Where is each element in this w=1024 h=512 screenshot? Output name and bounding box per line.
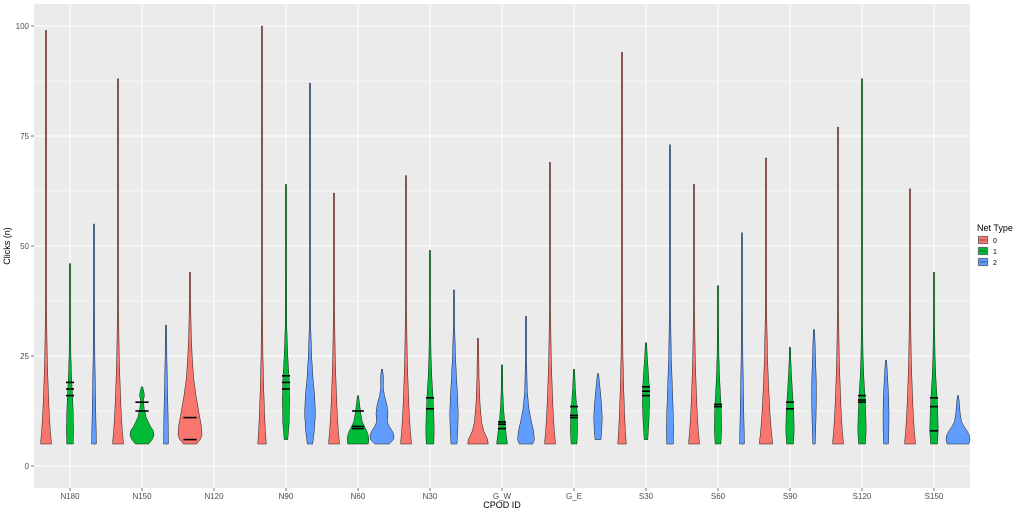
- violin-N30-net2: [449, 289, 459, 445]
- violin-S90-net2: [811, 329, 817, 445]
- x-tick-label: S60: [711, 492, 726, 501]
- y-tick-label: 25: [20, 352, 29, 361]
- x-axis-title: CPOD ID: [483, 500, 521, 510]
- y-tick-label: 50: [20, 242, 29, 251]
- violin-N60-net1: [346, 395, 370, 445]
- y-tick-label: 0: [25, 462, 30, 471]
- x-tick-label: S30: [639, 492, 654, 501]
- legend-label-2: 2: [993, 260, 997, 267]
- legend-label-1: 1: [993, 249, 997, 256]
- x-tick-label: N120: [204, 492, 224, 501]
- violin-G_W-net0: [467, 338, 489, 445]
- violin-S120-net0: [832, 126, 844, 445]
- violin-S150-net2: [945, 395, 971, 445]
- legend-label-0: 0: [993, 238, 997, 245]
- violin-S150-net1: [929, 272, 939, 445]
- x-tick-label: S90: [783, 492, 798, 501]
- violin-S30-net2: [666, 144, 674, 445]
- violin-N60-net2: [369, 368, 395, 445]
- y-tick-label: 100: [16, 22, 30, 31]
- x-axis-ticks: N180 N150 N120 N90 N60 N30 G_W G_E S30 S60 S90 S120…: [60, 488, 944, 501]
- y-axis-ticks: 0 25 50 75 100: [16, 22, 34, 471]
- violin-S90-net0: [759, 157, 773, 445]
- x-tick-label: N30: [423, 492, 438, 501]
- x-tick-label: N60: [351, 492, 366, 501]
- x-tick-label: G_E: [566, 492, 582, 501]
- violin-G_E-net0: [544, 162, 556, 445]
- violin-S150-net0: [904, 188, 916, 445]
- violin-S90-net1: [785, 346, 795, 445]
- violins-layer: [40, 25, 971, 445]
- y-tick-label: 75: [20, 132, 29, 141]
- legend-title: Net Type: [977, 223, 1013, 233]
- violin-N150-net0: [112, 78, 124, 445]
- violin-N150-net2: [163, 324, 169, 445]
- violin-N180-net2: [91, 223, 97, 445]
- violin-G_E-net2: [593, 373, 603, 440]
- y-axis-title: Clicks (n): [2, 227, 12, 265]
- violin-G_W-net2: [517, 316, 535, 445]
- violin-S120-net2: [882, 360, 890, 445]
- violin-N180-net1: [66, 263, 74, 445]
- violin-N120-net0: [177, 272, 203, 445]
- violin-S30-net0: [617, 52, 627, 445]
- violin-N180-net0: [40, 30, 52, 445]
- violin-S60-net2: [739, 232, 745, 445]
- legend: Net Type 0 1 2: [977, 223, 1013, 267]
- x-tick-label: N180: [60, 492, 80, 501]
- x-tick-label: N90: [279, 492, 294, 501]
- violin-N90-net2: [304, 82, 316, 445]
- violin-N90-net0: [257, 25, 267, 445]
- x-tick-label: S150: [925, 492, 944, 501]
- violin-N30-net1: [425, 250, 435, 445]
- x-tick-label: G_W: [493, 492, 512, 501]
- x-tick-label: S120: [853, 492, 872, 501]
- violin-N60-net0: [328, 192, 340, 445]
- violin-S60-net0: [688, 184, 700, 445]
- x-tick-label: N150: [132, 492, 152, 501]
- violin-N30-net0: [400, 175, 412, 445]
- violin-N150-net1: [129, 386, 155, 445]
